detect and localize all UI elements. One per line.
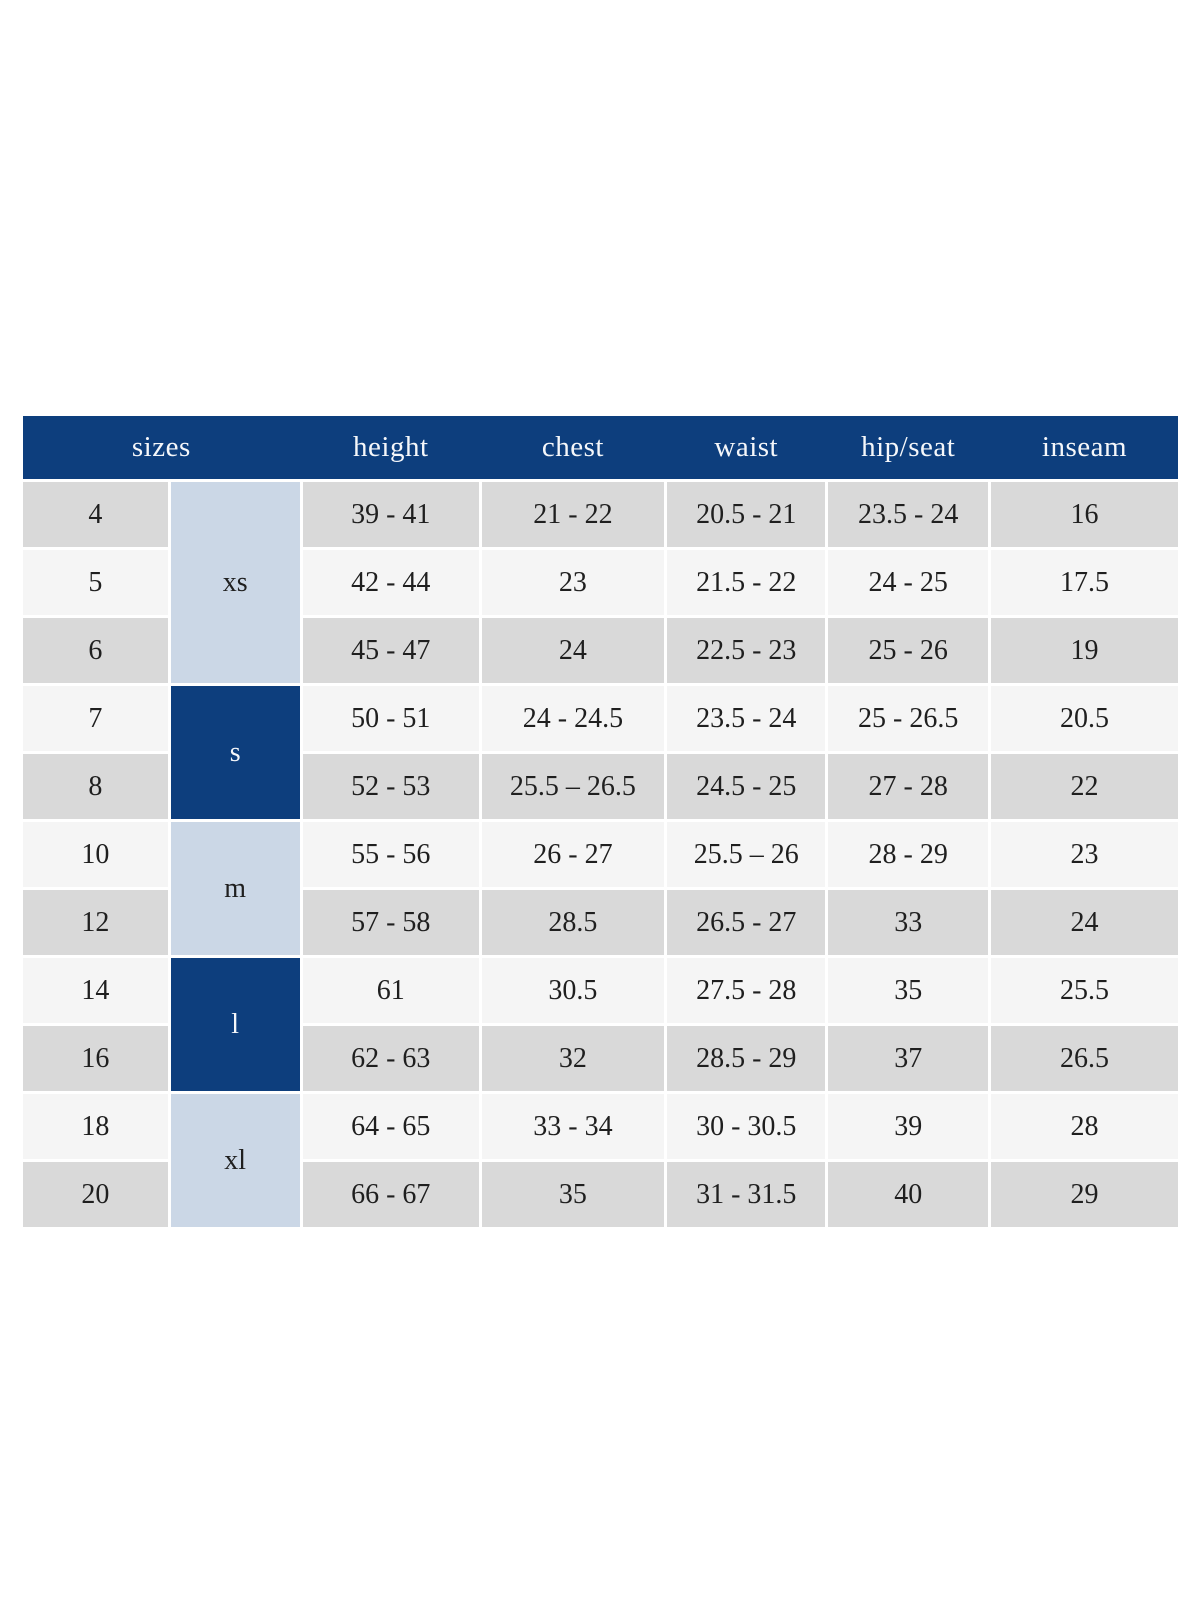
column-header-waist: waist [714,431,779,463]
table-body: 4 xs 39 - 41 21 - 22 20.5 - 21 23.5 - 24… [23,482,1178,1227]
chest-cell: 28.5 [481,890,664,955]
inseam-cell: 16 [990,482,1178,547]
inseam-cell: 17.5 [990,550,1178,615]
hip-seat-cell: 40 [828,1162,988,1227]
height-cell: 57 - 58 [302,890,479,955]
inseam-cell: 26.5 [990,1026,1178,1091]
inseam-cell: 29 [990,1162,1178,1227]
column-header-height: height [353,431,429,463]
waist-cell: 23.5 - 24 [666,686,826,751]
size-cell: 10 [23,822,168,887]
group-cell-xl: xl [170,1094,300,1227]
waist-cell: 26.5 - 27 [666,890,826,955]
group-cell-xs: xs [170,482,300,683]
size-cell: 7 [23,686,168,751]
inseam-cell: 20.5 [990,686,1178,751]
inseam-cell: 23 [990,822,1178,887]
group-cell-s: s [170,686,300,819]
height-cell: 61 [302,958,479,1023]
chest-cell: 23 [481,550,664,615]
chest-cell: 30.5 [481,958,664,1023]
size-cell: 6 [23,618,168,683]
hip-seat-cell: 35 [828,958,988,1023]
column-header-inseam: inseam [1041,431,1128,463]
column-header-sizes: sizes [131,431,191,463]
height-cell: 42 - 44 [302,550,479,615]
hip-seat-cell: 28 - 29 [828,822,988,887]
waist-cell: 28.5 - 29 [666,1026,826,1091]
size-cell: 12 [23,890,168,955]
group-cell-m: m [170,822,300,955]
size-cell: 18 [23,1094,168,1159]
inseam-cell: 25.5 [990,958,1178,1023]
waist-cell: 30 - 30.5 [666,1094,826,1159]
waist-cell: 25.5 – 26 [666,822,826,887]
hip-seat-cell: 39 [828,1094,988,1159]
hip-seat-cell: 23.5 - 24 [828,482,988,547]
hip-seat-cell: 25 - 26.5 [828,686,988,751]
hip-seat-cell: 37 [828,1026,988,1091]
size-cell: 8 [23,754,168,819]
chest-cell: 25.5 – 26.5 [481,754,664,819]
height-cell: 50 - 51 [302,686,479,751]
height-cell: 62 - 63 [302,1026,479,1091]
height-cell: 66 - 67 [302,1162,479,1227]
waist-cell: 27.5 - 28 [666,958,826,1023]
size-cell: 5 [23,550,168,615]
height-cell: 55 - 56 [302,822,479,887]
hip-seat-cell: 27 - 28 [828,754,988,819]
size-chart-table: sizes height chest waist hip/seat inseam… [23,416,1178,1227]
chest-cell: 24 [481,618,664,683]
column-header-chest: chest [541,431,604,463]
hip-seat-cell: 33 [828,890,988,955]
hip-seat-cell: 25 - 26 [828,618,988,683]
waist-cell: 24.5 - 25 [666,754,826,819]
chest-cell: 35 [481,1162,664,1227]
chest-cell: 24 - 24.5 [481,686,664,751]
height-cell: 45 - 47 [302,618,479,683]
hip-seat-cell: 24 - 25 [828,550,988,615]
height-cell: 52 - 53 [302,754,479,819]
waist-cell: 20.5 - 21 [666,482,826,547]
waist-cell: 21.5 - 22 [666,550,826,615]
group-cell-l: l [170,958,300,1091]
chest-cell: 21 - 22 [481,482,664,547]
inseam-cell: 19 [990,618,1178,683]
size-cell: 14 [23,958,168,1023]
table-header-row: sizes height chest waist hip/seat inseam [23,416,1178,479]
size-cell: 20 [23,1162,168,1227]
height-cell: 64 - 65 [302,1094,479,1159]
column-header-hip-seat: hip/seat [861,431,956,463]
waist-cell: 31 - 31.5 [666,1162,826,1227]
chest-cell: 26 - 27 [481,822,664,887]
height-cell: 39 - 41 [302,482,479,547]
chest-cell: 32 [481,1026,664,1091]
chest-cell: 33 - 34 [481,1094,664,1159]
size-cell: 16 [23,1026,168,1091]
inseam-cell: 28 [990,1094,1178,1159]
inseam-cell: 24 [990,890,1178,955]
inseam-cell: 22 [990,754,1178,819]
waist-cell: 22.5 - 23 [666,618,826,683]
size-cell: 4 [23,482,168,547]
